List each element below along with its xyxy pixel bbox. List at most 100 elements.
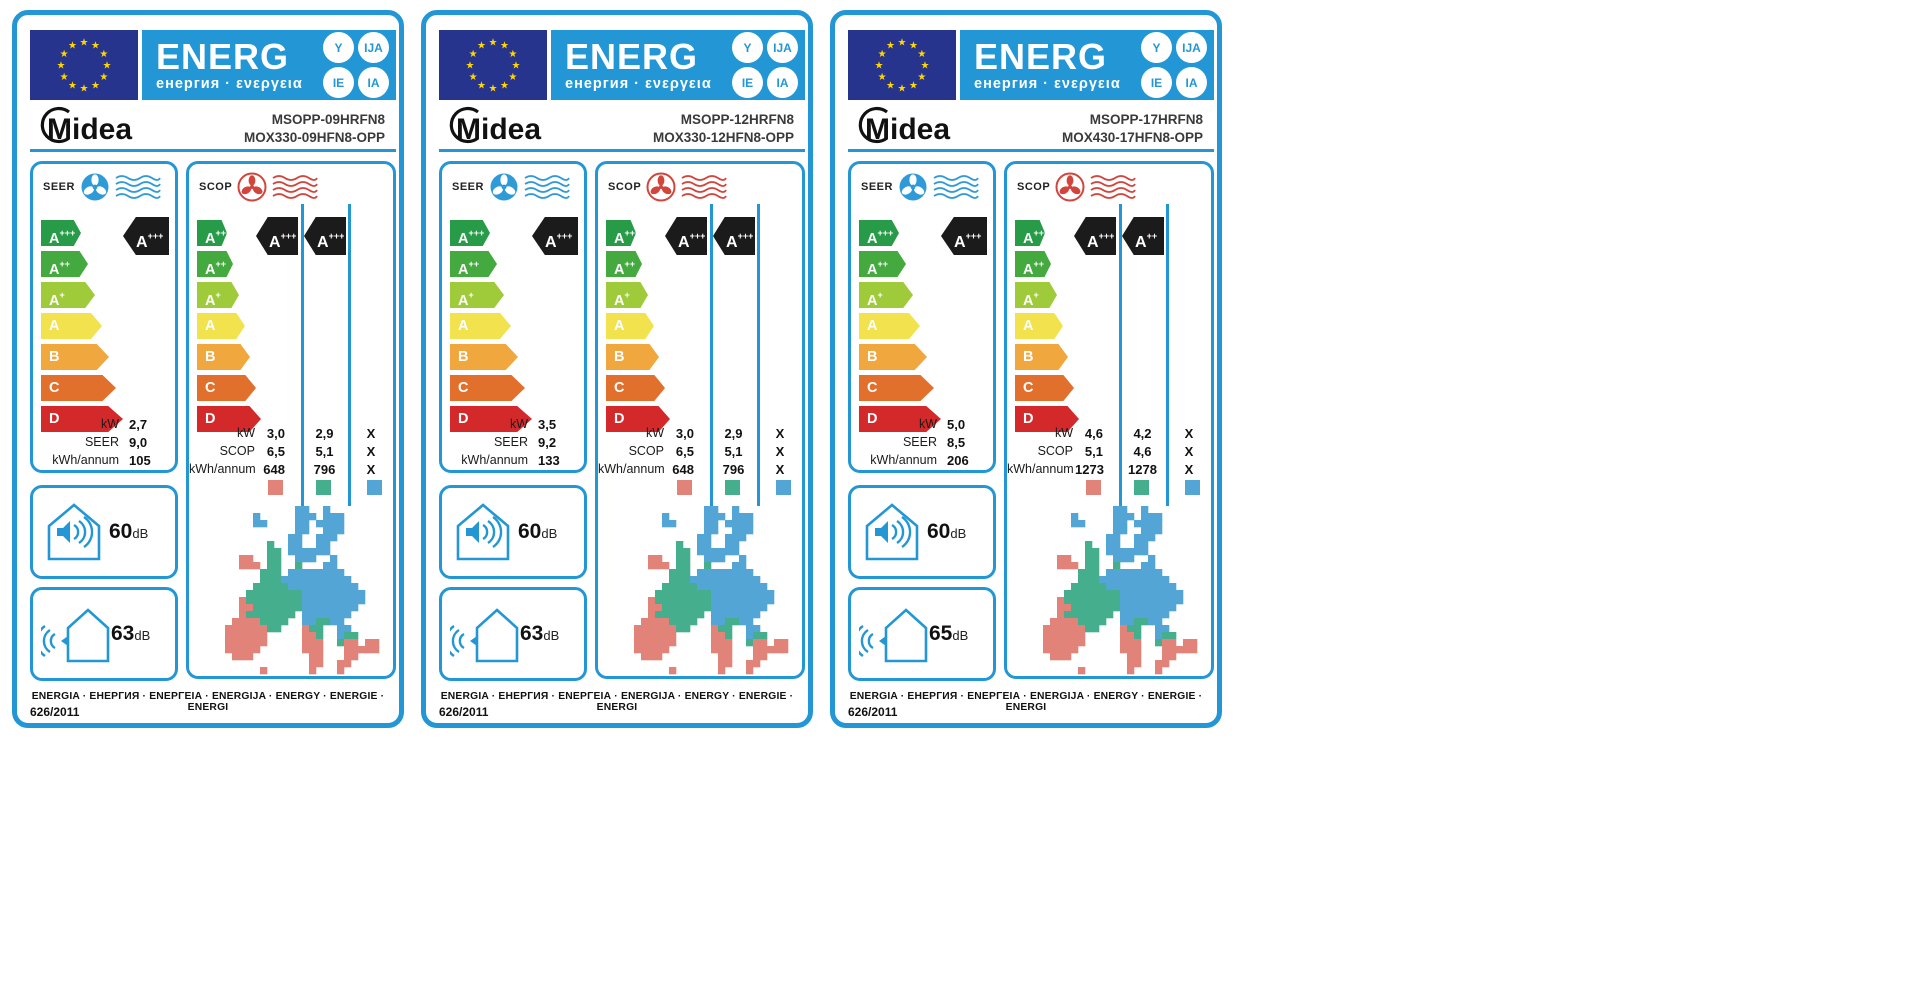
energ-wordmark: ENERG (974, 35, 1108, 77)
spec-label: kW (645, 426, 664, 440)
spec-value-average: 796 (313, 462, 336, 477)
language-circles: Y IJA IE IA (732, 32, 798, 98)
svg-text:★: ★ (466, 61, 475, 72)
svg-text:★: ★ (508, 49, 517, 60)
indoor-noise-value-group: 60dB (927, 520, 966, 544)
indoor-noise-icon (456, 503, 510, 561)
noise-value: 60 (518, 520, 542, 543)
energ-banner: ENERG енергия · ενεργεια Y IJA IE IA (551, 30, 805, 100)
noise-unit: dB (541, 526, 558, 541)
energy-label: ★ ★ ★ ★ ★ ★ ★ ★ ★ ★ ★ ★ ENERG енергия · ενεργεια Y … (12, 10, 404, 728)
spec-label: SCOP (219, 444, 255, 458)
seer-panel-header: SEER (452, 172, 570, 202)
spec-value-cold: X (775, 462, 785, 477)
column-divider (710, 204, 713, 506)
svg-text:★: ★ (909, 41, 918, 52)
spec-label: kW (100, 417, 119, 431)
noise-unit: dB (950, 526, 967, 541)
header-divider (30, 149, 396, 152)
model-number-line1: MSOPP-09HRFN8 (271, 112, 385, 127)
svg-text:★: ★ (886, 41, 895, 52)
seer-panel-header: SEER (43, 172, 161, 202)
svg-text:★: ★ (489, 84, 498, 95)
svg-text:★: ★ (469, 49, 478, 60)
svg-text:★: ★ (60, 72, 69, 83)
svg-text:★: ★ (103, 61, 112, 72)
scop-average-rating-arrow: A++ (1122, 217, 1164, 255)
scale-arrow: C (197, 375, 256, 401)
scale-arrow: D (450, 406, 532, 432)
scale-arrow: A++ (606, 251, 642, 277)
svg-text:★: ★ (898, 38, 907, 49)
svg-text:★: ★ (886, 80, 895, 91)
model-numbers: MSOPP-17HRFN8 MOX430-17HFN8-OPP (1062, 111, 1203, 146)
scale-arrow: B (606, 344, 659, 370)
spec-row: SCOP 6,5 5,1 X (598, 444, 802, 462)
outdoor-noise-box: 63dB (30, 587, 178, 681)
cold-zone-swatch (367, 480, 382, 495)
climate-zones-map (225, 506, 380, 675)
brand-logo: Midea (851, 105, 1211, 149)
scale-arrow: C (1015, 375, 1074, 401)
scale-arrow: B (450, 344, 518, 370)
outdoor-noise-box: 63dB (439, 587, 587, 681)
scale-arrow: B (1015, 344, 1068, 370)
spec-label: kW (509, 417, 528, 431)
energ-wordmark-group: ENERG енергия · ενεργεια (142, 35, 323, 92)
column-divider (1119, 204, 1122, 506)
indoor-noise-value-group: 60dB (109, 520, 148, 544)
cool-airflow-waves-icon (524, 175, 570, 199)
model-number-line1: MSOPP-12HRFN8 (680, 112, 794, 127)
language-circle: IE (732, 67, 763, 98)
scale-arrow: A (859, 313, 920, 339)
cold-zone-swatch (1185, 480, 1200, 495)
spec-value-cold: X (366, 462, 376, 477)
seer-rating-arrow: A+++ (123, 217, 169, 255)
spec-value: 2,7 (129, 417, 148, 432)
language-circle: IA (358, 67, 389, 98)
noise-unit: dB (543, 628, 560, 643)
scale-arrow: A (450, 313, 511, 339)
efficiency-scale: A+++ A++ A+ A B C D (450, 220, 532, 437)
spec-value: 9,0 (129, 435, 148, 450)
efficiency-scale: A+++ A++ A+ A B C D (1015, 220, 1079, 437)
efficiency-scale: A+++ A++ A+ A B C D (859, 220, 941, 437)
noise-unit: dB (952, 628, 969, 643)
scop-panel: SCOP (186, 161, 396, 679)
midea-logo-icon: Midea (40, 106, 132, 146)
scop-panel-header: SCOP (1017, 172, 1136, 202)
noise-value: 63 (111, 622, 135, 645)
spec-label: kW (236, 426, 255, 440)
cooling-fan-icon (490, 173, 518, 201)
midea-logo-icon: Midea (858, 106, 950, 146)
svg-text:★: ★ (91, 41, 100, 52)
svg-text:★: ★ (512, 61, 521, 72)
noise-value: 60 (109, 520, 133, 543)
column-divider (301, 204, 304, 506)
heating-fan-icon (1055, 172, 1085, 202)
outdoor-noise-icon (41, 608, 110, 663)
svg-text:★: ★ (878, 72, 887, 83)
energ-banner: ENERG енергия · ενεργεια Y IJA IE IA (960, 30, 1214, 100)
spec-value-average: 2,9 (315, 426, 334, 441)
svg-text:★: ★ (917, 72, 926, 83)
cool-airflow-waves-icon (933, 175, 979, 199)
indoor-noise-box: 60dB (439, 485, 587, 579)
scale-arrow: A+++ (41, 220, 81, 246)
svg-text:★: ★ (60, 49, 69, 60)
warm-airflow-waves-icon (272, 175, 318, 199)
energ-subtitle: енергия · ενεργεια (974, 75, 1121, 92)
footer-languages: ENERGIA · ЕНЕРГИЯ · ΕΝΕΡΓΕΙΑ · ENERGIJA … (849, 691, 1203, 713)
scop-title: SCOP (608, 181, 642, 193)
scale-arrow: A+++ (197, 220, 227, 246)
warm-airflow-waves-icon (681, 175, 727, 199)
energ-wordmark: ENERG (156, 35, 290, 77)
cooling-fan-icon (899, 173, 927, 201)
spec-value-warm: 648 (672, 462, 694, 477)
svg-text:★: ★ (477, 80, 486, 91)
language-circle: IJA (1176, 32, 1207, 63)
column-divider (757, 204, 760, 506)
scale-arrow: A+++ (859, 220, 899, 246)
scale-arrow: D (859, 406, 941, 432)
